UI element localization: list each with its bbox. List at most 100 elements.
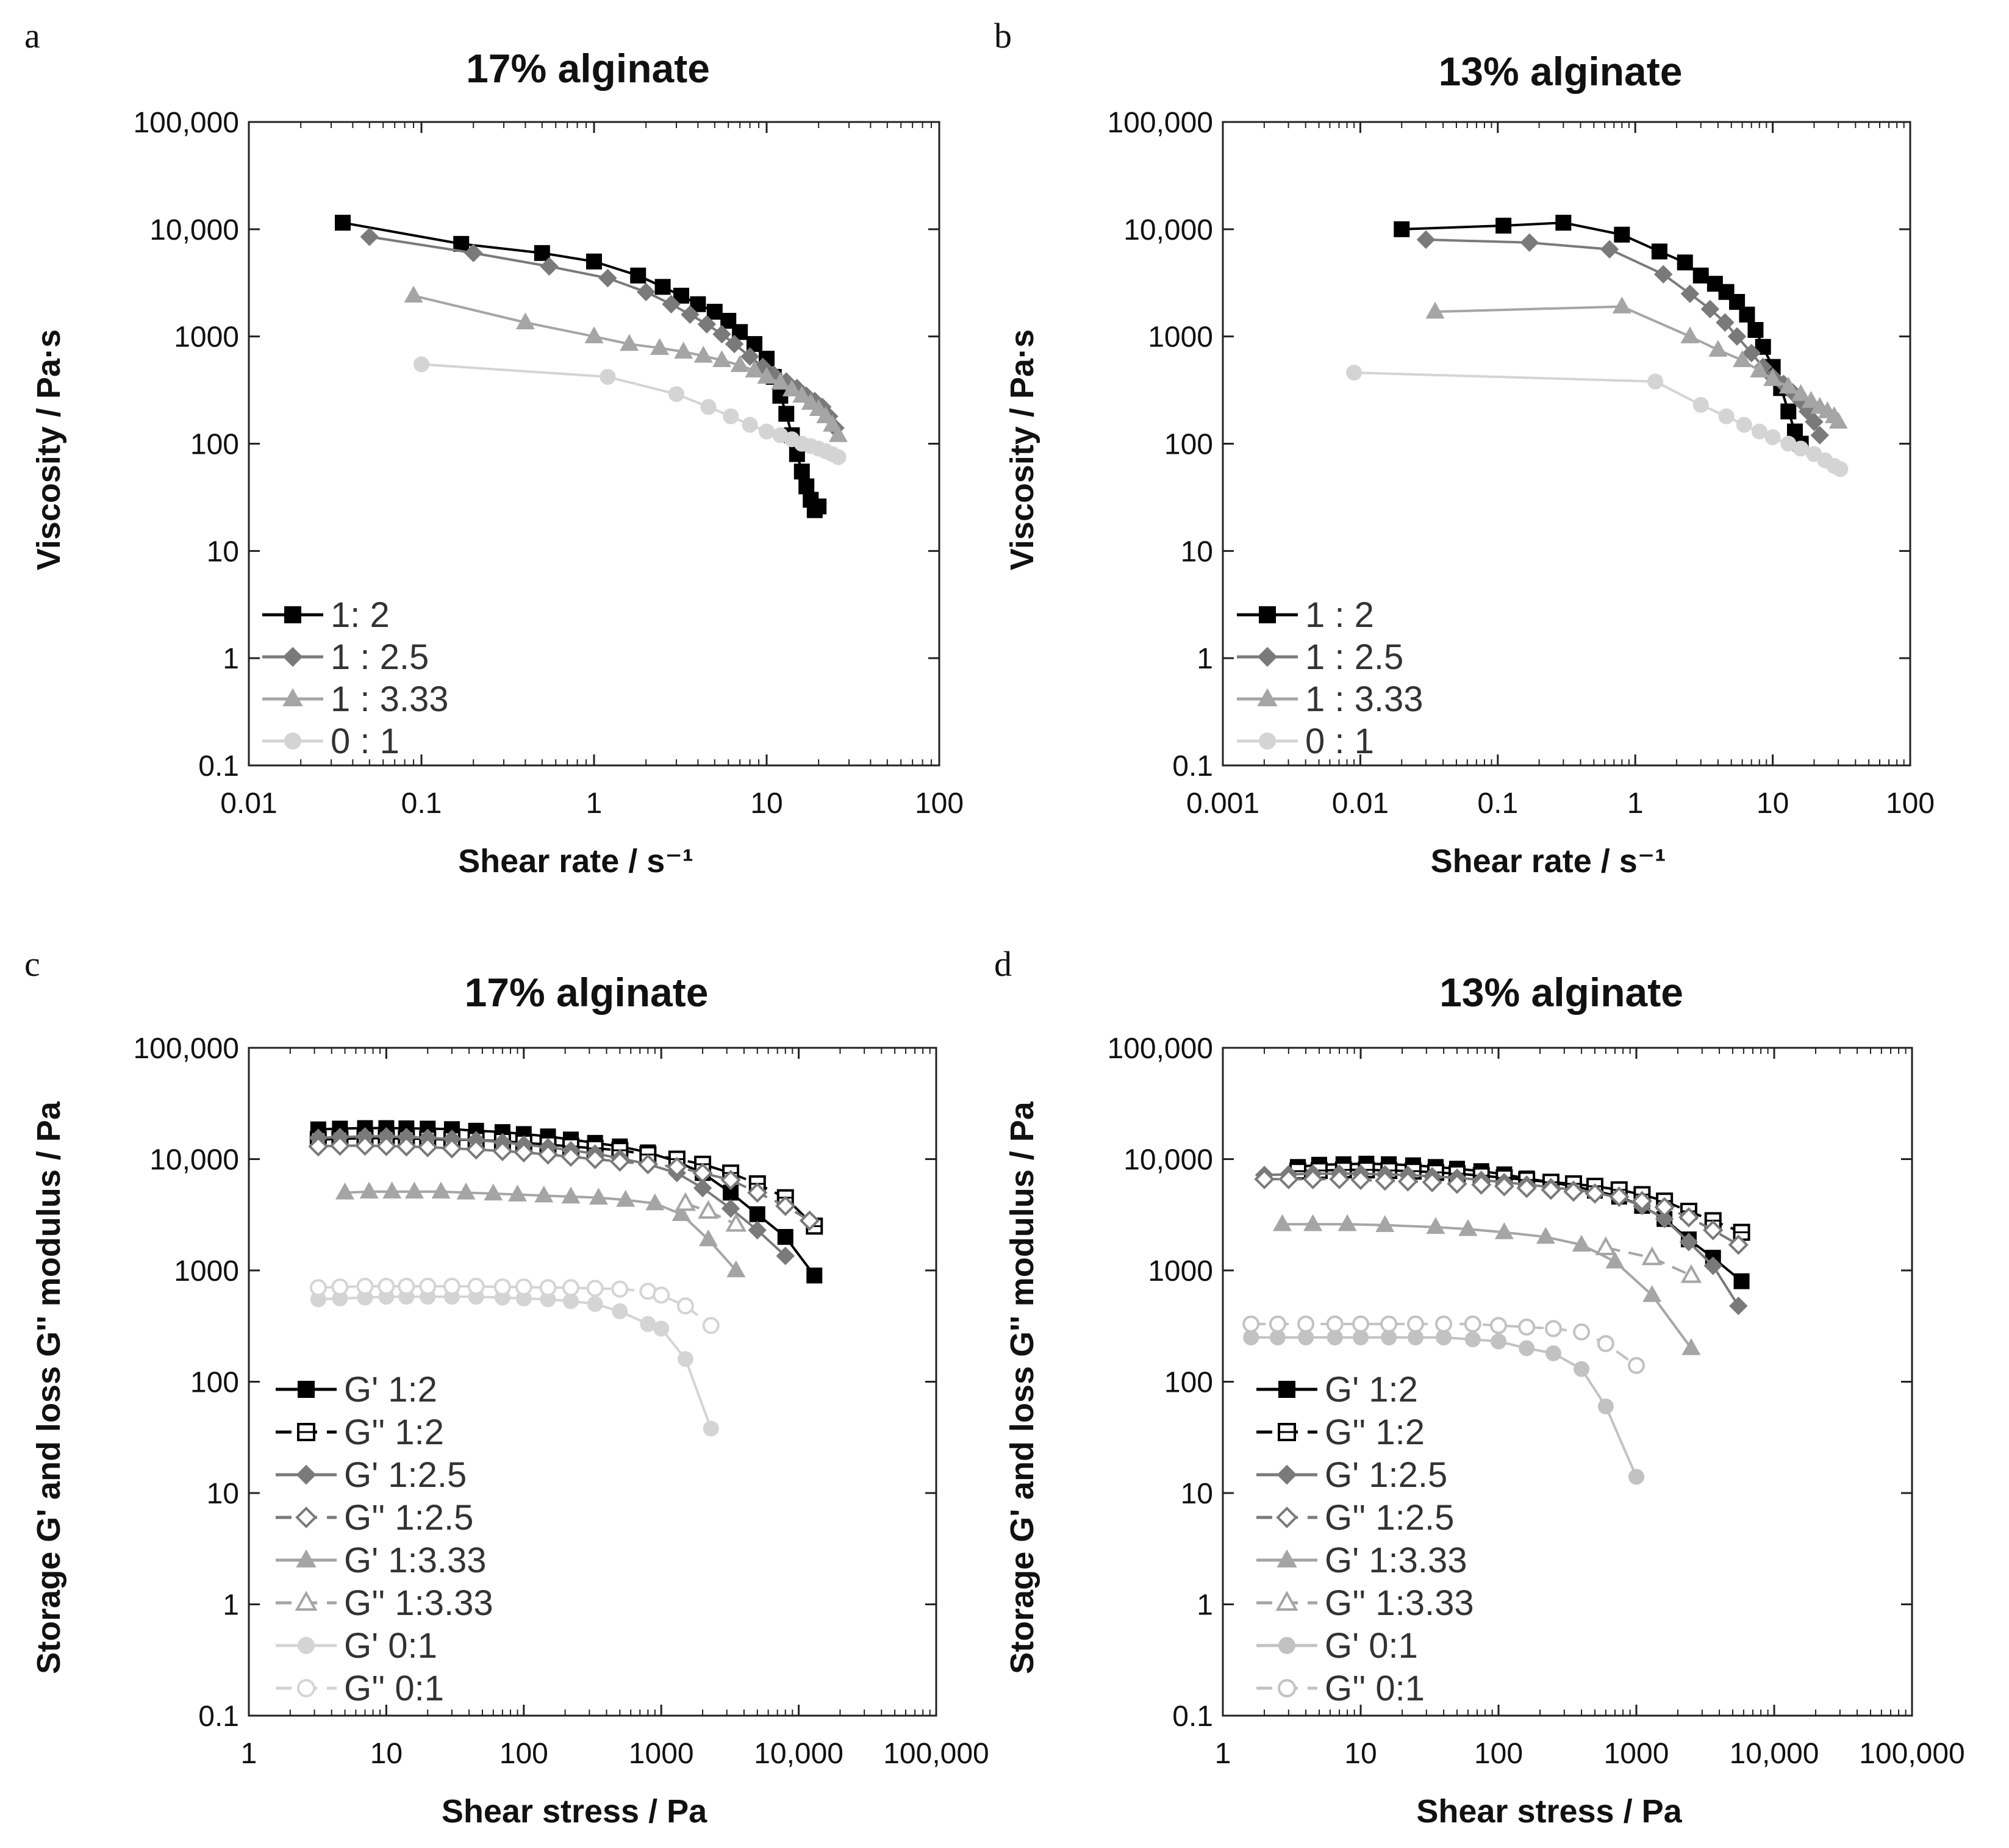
series-g-1-3-33 (1595, 1236, 1702, 1283)
data-point (1406, 1315, 1424, 1333)
data-point (1692, 267, 1709, 284)
y-tick-label: 10 (1181, 1478, 1213, 1510)
legend-item: G'' 1:3.33 (276, 1583, 493, 1623)
y-tick-label: 1 (223, 1589, 239, 1622)
y-tick-label: 100 (1164, 1367, 1213, 1399)
data-point (1597, 1335, 1614, 1353)
x-tick-label: 0.01 (1332, 787, 1389, 820)
data-point (537, 1144, 559, 1165)
legend-label: 1 : 3.33 (331, 679, 448, 719)
x-axis-label: Shear stress / Pa (442, 1793, 707, 1830)
data-point (721, 1199, 740, 1218)
x-tick-label: 1000 (629, 1738, 694, 1770)
legend-label: G' 1:2.5 (1325, 1455, 1447, 1495)
data-point (419, 1278, 437, 1295)
data-point (466, 1139, 487, 1160)
data-point (396, 1136, 417, 1157)
y-tick-label: 100 (190, 429, 239, 461)
y-tick-label: 0.1 (198, 1700, 239, 1733)
data-point (637, 1154, 658, 1175)
data-point (493, 1278, 511, 1296)
x-tick-label: 0.001 (1186, 787, 1259, 820)
legend-item: G' 1:2 (276, 1370, 437, 1409)
data-point (1302, 1169, 1323, 1190)
series-1-3-33 (1425, 296, 1848, 429)
data-point (1628, 1469, 1644, 1485)
data-point (1326, 1315, 1344, 1333)
data-point (706, 304, 723, 320)
data-point (308, 1136, 329, 1157)
data-point (1447, 1173, 1467, 1194)
data-point (1597, 1398, 1614, 1414)
data-point (703, 1420, 719, 1437)
data-point (1828, 412, 1848, 429)
legend-label: G'' 1:2.5 (1325, 1498, 1454, 1538)
x-tick-label: 100 (500, 1738, 548, 1770)
data-point (515, 1278, 532, 1296)
data-point (693, 345, 713, 363)
data-point (1708, 340, 1728, 357)
data-point (828, 425, 848, 442)
data-point (677, 1351, 693, 1367)
data-point (1555, 215, 1572, 231)
data-point (1727, 327, 1747, 346)
data-point (1791, 384, 1811, 401)
data-point (1464, 1331, 1481, 1348)
data-point (1609, 1186, 1630, 1207)
data-point (561, 1186, 581, 1204)
x-axis-label: Shear rate / s⁻¹ (458, 843, 693, 879)
series-1-3-33 (404, 285, 848, 442)
data-point (417, 1137, 438, 1158)
data-point (1518, 1318, 1536, 1336)
legend-item: G'' 1:3.33 (1256, 1583, 1474, 1623)
series-g-0-1 (309, 1278, 720, 1334)
data-point (1647, 373, 1664, 390)
data-point (382, 1181, 402, 1199)
legend-marker (295, 1506, 317, 1528)
data-point (404, 1181, 424, 1199)
legend-item: G' 1:3.33 (276, 1541, 487, 1580)
series-g-0-1 (1243, 1329, 1644, 1485)
y-tick-label: 1 (1197, 643, 1213, 675)
data-point (782, 379, 801, 396)
data-point (793, 464, 810, 480)
series-line (369, 235, 837, 429)
legend-marker (1277, 1549, 1297, 1568)
legend-label: G'' 1:2 (1325, 1413, 1425, 1452)
x-tick-label: 100,000 (1859, 1738, 1965, 1770)
data-point (777, 1229, 793, 1245)
data-point (1680, 1264, 1702, 1283)
data-point (640, 1316, 656, 1332)
legend-item: 1 : 3.33 (1237, 679, 1423, 719)
legend-item: G' 1:2 (1256, 1370, 1418, 1409)
legend-item: G'' 1:2 (1256, 1413, 1425, 1452)
data-point (1458, 1219, 1478, 1236)
legend-marker (296, 1549, 317, 1568)
x-tick-label: 10 (1757, 787, 1789, 820)
data-point (1574, 1361, 1590, 1377)
data-point (329, 1135, 351, 1156)
data-point (798, 478, 815, 495)
data-point (1541, 1180, 1561, 1200)
legend-item: G'' 1:2 (276, 1413, 444, 1452)
data-point (816, 406, 836, 423)
data-point (645, 1193, 665, 1211)
data-point (1716, 313, 1735, 332)
legend-marker (1259, 606, 1276, 623)
data-point (698, 1229, 718, 1247)
data-point (654, 279, 671, 295)
x-tick-label: 10,000 (1730, 1738, 1819, 1770)
data-point (587, 1295, 603, 1312)
data-point (1254, 1169, 1275, 1190)
y-tick-label: 100,000 (1107, 107, 1213, 139)
legend-item: G' 0:1 (1256, 1626, 1418, 1666)
y-tick-label: 1000 (174, 321, 239, 354)
y-tick-label: 10,000 (1123, 1144, 1213, 1176)
data-point (778, 406, 795, 422)
legend-item: 1 : 2 (1237, 595, 1374, 635)
data-point (514, 1142, 534, 1163)
legend-label: 1 : 2.5 (1305, 637, 1403, 677)
data-point (1426, 1217, 1445, 1234)
